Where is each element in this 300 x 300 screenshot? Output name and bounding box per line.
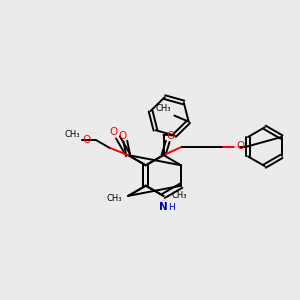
Text: O: O [118,131,127,141]
Text: CH₃: CH₃ [107,194,122,203]
Text: CH₃: CH₃ [156,103,171,112]
Text: O: O [166,131,174,141]
Text: CH₃: CH₃ [64,130,80,139]
Text: H: H [168,203,174,212]
Text: CH₃: CH₃ [171,191,187,200]
Text: N: N [159,202,168,212]
Text: O: O [236,140,245,151]
Text: O: O [109,127,118,137]
Text: O: O [82,135,91,145]
